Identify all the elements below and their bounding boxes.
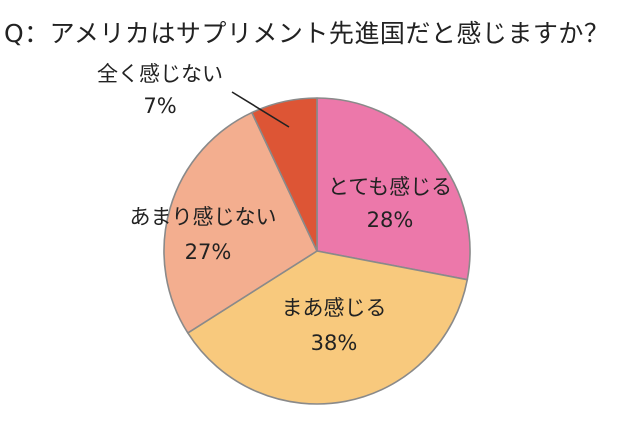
slice-amari-value-label: 27% — [185, 240, 232, 264]
slice-mattaku-label: 全く感じない — [97, 62, 223, 86]
leader-line — [231, 91, 290, 128]
slice-totemo-value-label: 28% — [367, 208, 414, 232]
slice-totemo — [316, 97, 471, 281]
slice-amari — [163, 111, 318, 334]
slice-mattaku-value-label: 7% — [143, 94, 176, 118]
slice-mattaku — [251, 97, 318, 252]
slice-maa-value-label: 38% — [311, 331, 358, 355]
slice-maa-label: まあ感じる — [282, 296, 387, 320]
slice-amari-label: あまり感じない — [130, 205, 277, 229]
slice-totemo-label: とても感じる — [328, 175, 452, 199]
chart-title: Q：アメリカはサプリメント先進国だと感じますか？ — [4, 19, 610, 48]
